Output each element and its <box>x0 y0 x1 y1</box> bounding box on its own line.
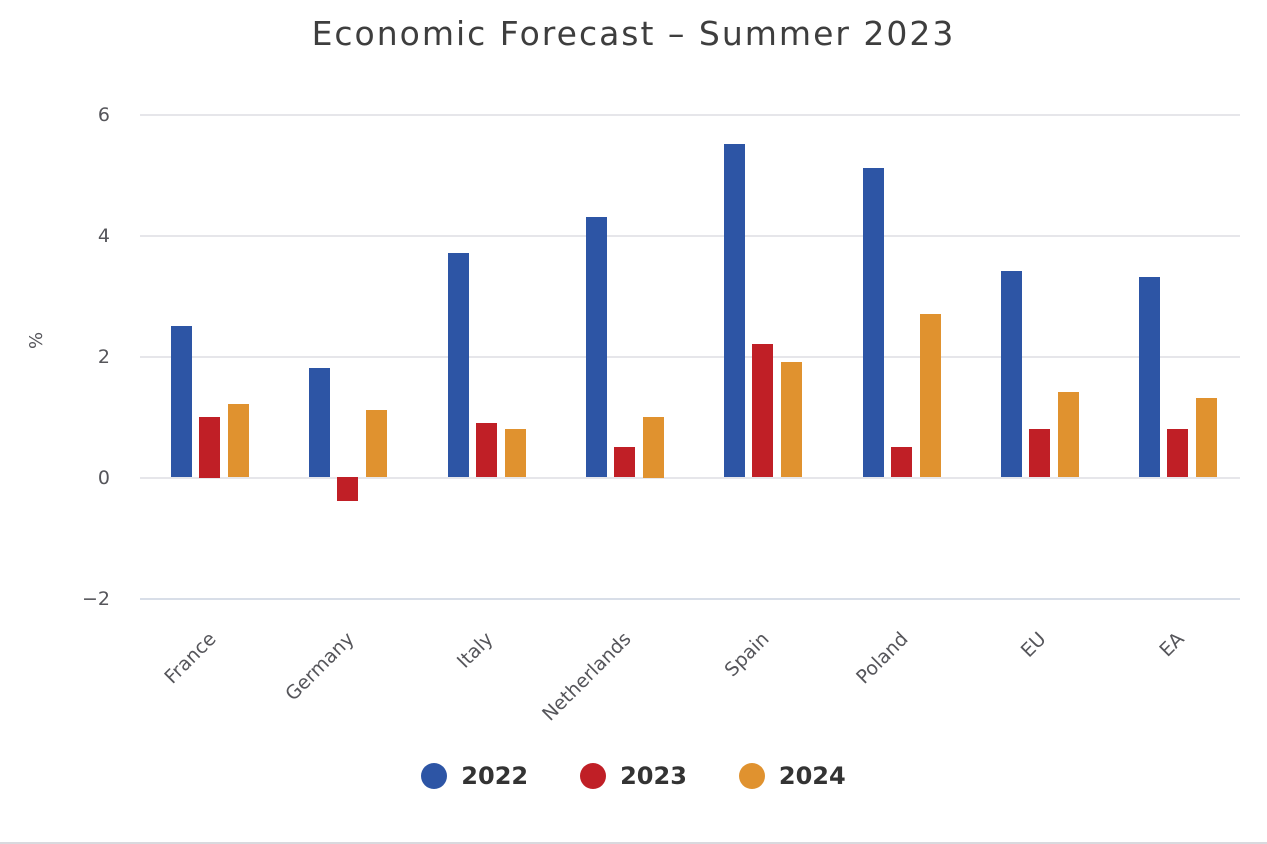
gridline-6 <box>140 114 1240 116</box>
gridline-4 <box>140 235 1240 237</box>
x-tick-label-italy: Italy <box>452 628 498 673</box>
y-tick-label-2: 2 <box>97 346 110 368</box>
x-tick-label-spain: Spain <box>720 628 774 682</box>
bar-ea-2022 <box>1139 277 1160 477</box>
bar-spain-2022 <box>724 144 745 477</box>
bar-germany-2024 <box>366 410 387 477</box>
bar-poland-2022 <box>863 168 884 477</box>
x-tick-label-poland: Poland <box>852 628 913 689</box>
bar-eu-2023 <box>1029 429 1050 477</box>
bar-eu-2022 <box>1001 271 1022 477</box>
y-tick-label-6: 6 <box>97 104 110 126</box>
legend-item-2024: 2024 <box>738 762 846 790</box>
bar-netherlands-2023 <box>614 447 635 477</box>
x-tick-label-ea: EA <box>1155 628 1189 662</box>
legend: 2022 2023 2024 <box>0 762 1267 790</box>
x-tick-label-eu: EU <box>1016 628 1051 662</box>
bar-germany-2022 <box>309 368 330 477</box>
bar-germany-2023 <box>337 477 358 501</box>
x-tick-label-france: France <box>160 628 221 689</box>
legend-label-2024: 2024 <box>778 762 846 790</box>
bar-poland-2023 <box>891 447 912 477</box>
gridline--2 <box>140 598 1240 600</box>
bar-spain-2024 <box>781 362 802 477</box>
bar-poland-2024 <box>920 314 941 477</box>
legend-marker-2024 <box>738 763 765 789</box>
bar-france-2022 <box>171 326 192 477</box>
bar-italy-2024 <box>505 429 526 477</box>
x-tick-label-germany: Germany <box>281 628 359 706</box>
legend-label-2023: 2023 <box>620 762 687 790</box>
legend-item-2022: 2022 <box>421 762 528 790</box>
gridline-2 <box>140 356 1240 358</box>
bar-eu-2024 <box>1058 392 1079 477</box>
gridline-0 <box>140 477 1240 479</box>
bar-france-2024 <box>228 404 249 477</box>
bar-italy-2022 <box>448 253 469 477</box>
legend-label-2022: 2022 <box>461 762 529 790</box>
legend-marker-2023 <box>580 763 607 789</box>
chart-title: Economic Forecast – Summer 2023 <box>311 14 956 53</box>
legend-marker-2022 <box>421 763 448 789</box>
legend-item-2023: 2023 <box>580 762 687 790</box>
x-tick-label-netherlands: Netherlands <box>538 628 636 726</box>
bar-italy-2023 <box>476 423 497 477</box>
bar-france-2023 <box>199 417 220 478</box>
bar-netherlands-2024 <box>643 417 664 478</box>
bar-netherlands-2022 <box>586 217 607 477</box>
y-tick-label-0: 0 <box>97 467 110 489</box>
bar-ea-2024 <box>1196 398 1217 477</box>
y-tick-label-4: 4 <box>97 225 110 247</box>
bar-ea-2023 <box>1167 429 1188 477</box>
y-axis-label: % <box>26 331 48 350</box>
y-tick-label--2: −2 <box>81 588 110 610</box>
bar-spain-2023 <box>752 344 773 477</box>
